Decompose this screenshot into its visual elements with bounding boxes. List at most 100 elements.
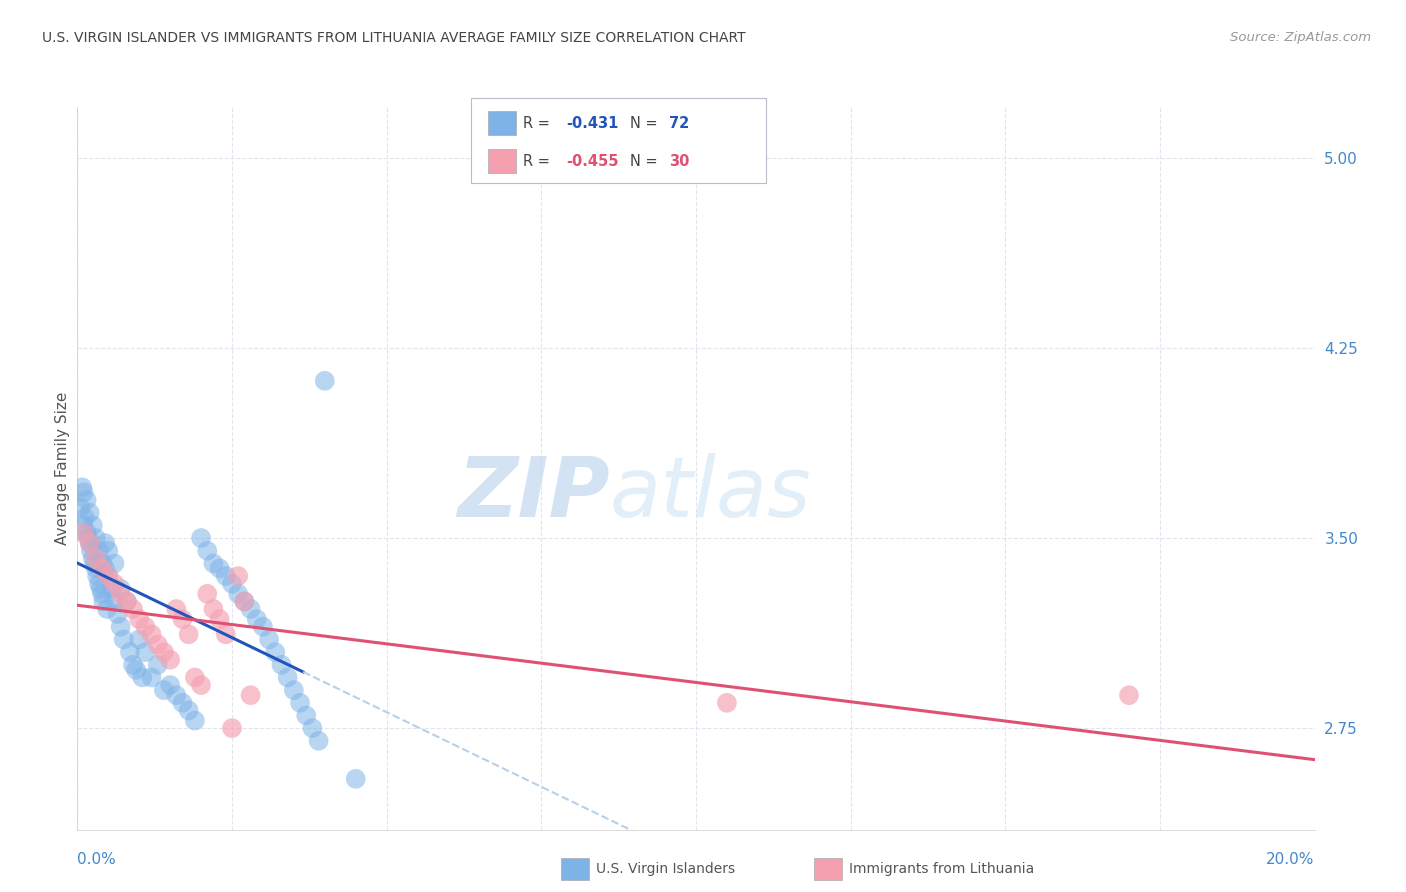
Point bbox=[115, 594, 138, 608]
Point bbox=[195, 587, 218, 601]
Point bbox=[94, 536, 117, 550]
Point bbox=[110, 582, 132, 596]
Point bbox=[122, 602, 145, 616]
Point bbox=[103, 576, 125, 591]
Point bbox=[122, 657, 145, 672]
Point bbox=[82, 518, 104, 533]
Point bbox=[79, 506, 101, 520]
Point bbox=[112, 632, 135, 647]
Point bbox=[165, 602, 187, 616]
Point bbox=[107, 607, 129, 621]
Point bbox=[165, 688, 187, 702]
Point bbox=[208, 561, 231, 575]
Point bbox=[172, 612, 194, 626]
Point bbox=[202, 602, 225, 616]
Point bbox=[69, 500, 91, 515]
Point bbox=[190, 531, 212, 545]
Point bbox=[233, 594, 256, 608]
Point bbox=[141, 627, 163, 641]
Point bbox=[82, 551, 104, 566]
Point bbox=[716, 696, 738, 710]
Point bbox=[270, 657, 292, 672]
Point bbox=[97, 569, 120, 583]
Point bbox=[190, 678, 212, 692]
Point bbox=[177, 627, 200, 641]
Point bbox=[79, 536, 101, 550]
Point bbox=[172, 696, 194, 710]
Text: -0.431: -0.431 bbox=[567, 116, 619, 131]
Point bbox=[87, 576, 110, 591]
Point bbox=[84, 561, 107, 575]
Point bbox=[153, 645, 176, 659]
Point bbox=[110, 587, 132, 601]
Text: ZIP: ZIP bbox=[457, 453, 609, 534]
Text: 30: 30 bbox=[669, 154, 689, 169]
Point bbox=[91, 557, 114, 571]
Text: 0.0%: 0.0% bbox=[77, 852, 117, 867]
Point bbox=[96, 602, 118, 616]
Point bbox=[131, 670, 153, 684]
Point bbox=[97, 569, 120, 583]
Point bbox=[91, 587, 114, 601]
Point bbox=[83, 557, 105, 571]
Point bbox=[80, 543, 103, 558]
Text: R =: R = bbox=[523, 116, 554, 131]
Point bbox=[1118, 688, 1140, 702]
Point bbox=[153, 683, 176, 698]
Text: N =: N = bbox=[630, 116, 662, 131]
Point bbox=[184, 714, 207, 728]
Point bbox=[125, 663, 148, 677]
Point bbox=[86, 569, 108, 583]
Point bbox=[177, 703, 200, 717]
Point bbox=[110, 620, 132, 634]
Point bbox=[195, 543, 218, 558]
Point bbox=[159, 653, 181, 667]
Point bbox=[301, 721, 323, 735]
Point bbox=[221, 721, 243, 735]
Point bbox=[128, 612, 150, 626]
Point bbox=[215, 569, 238, 583]
Point bbox=[84, 531, 107, 545]
Point bbox=[146, 657, 169, 672]
Point bbox=[314, 374, 336, 388]
Point bbox=[208, 612, 231, 626]
Point bbox=[239, 688, 262, 702]
Point bbox=[84, 551, 107, 566]
Text: U.S. VIRGIN ISLANDER VS IMMIGRANTS FROM LITHUANIA AVERAGE FAMILY SIZE CORRELATIO: U.S. VIRGIN ISLANDER VS IMMIGRANTS FROM … bbox=[42, 31, 745, 45]
Y-axis label: Average Family Size: Average Family Size bbox=[55, 392, 70, 545]
Point bbox=[215, 627, 238, 641]
Point bbox=[87, 543, 110, 558]
Point bbox=[94, 561, 117, 575]
Point bbox=[91, 594, 114, 608]
Point bbox=[202, 557, 225, 571]
Point bbox=[146, 638, 169, 652]
Point bbox=[90, 582, 112, 596]
Point bbox=[72, 485, 94, 500]
Point bbox=[159, 678, 181, 692]
Point bbox=[79, 536, 101, 550]
Point bbox=[72, 518, 94, 533]
Point bbox=[295, 708, 318, 723]
Point bbox=[103, 594, 125, 608]
Point bbox=[134, 645, 156, 659]
Point bbox=[76, 525, 98, 540]
Text: 20.0%: 20.0% bbox=[1267, 852, 1315, 867]
Point bbox=[226, 569, 249, 583]
Point bbox=[184, 670, 207, 684]
Text: Immigrants from Lithuania: Immigrants from Lithuania bbox=[849, 862, 1035, 876]
Point bbox=[72, 525, 94, 540]
Point bbox=[91, 561, 114, 575]
Point bbox=[288, 696, 311, 710]
Text: N =: N = bbox=[630, 154, 662, 169]
Text: atlas: atlas bbox=[609, 453, 811, 534]
Point bbox=[141, 670, 163, 684]
Point bbox=[72, 480, 94, 494]
Point bbox=[233, 594, 256, 608]
Point bbox=[97, 543, 120, 558]
Text: Source: ZipAtlas.com: Source: ZipAtlas.com bbox=[1230, 31, 1371, 45]
Point bbox=[103, 557, 125, 571]
Point bbox=[252, 620, 274, 634]
Point bbox=[128, 632, 150, 647]
Point bbox=[115, 594, 138, 608]
Point bbox=[226, 587, 249, 601]
